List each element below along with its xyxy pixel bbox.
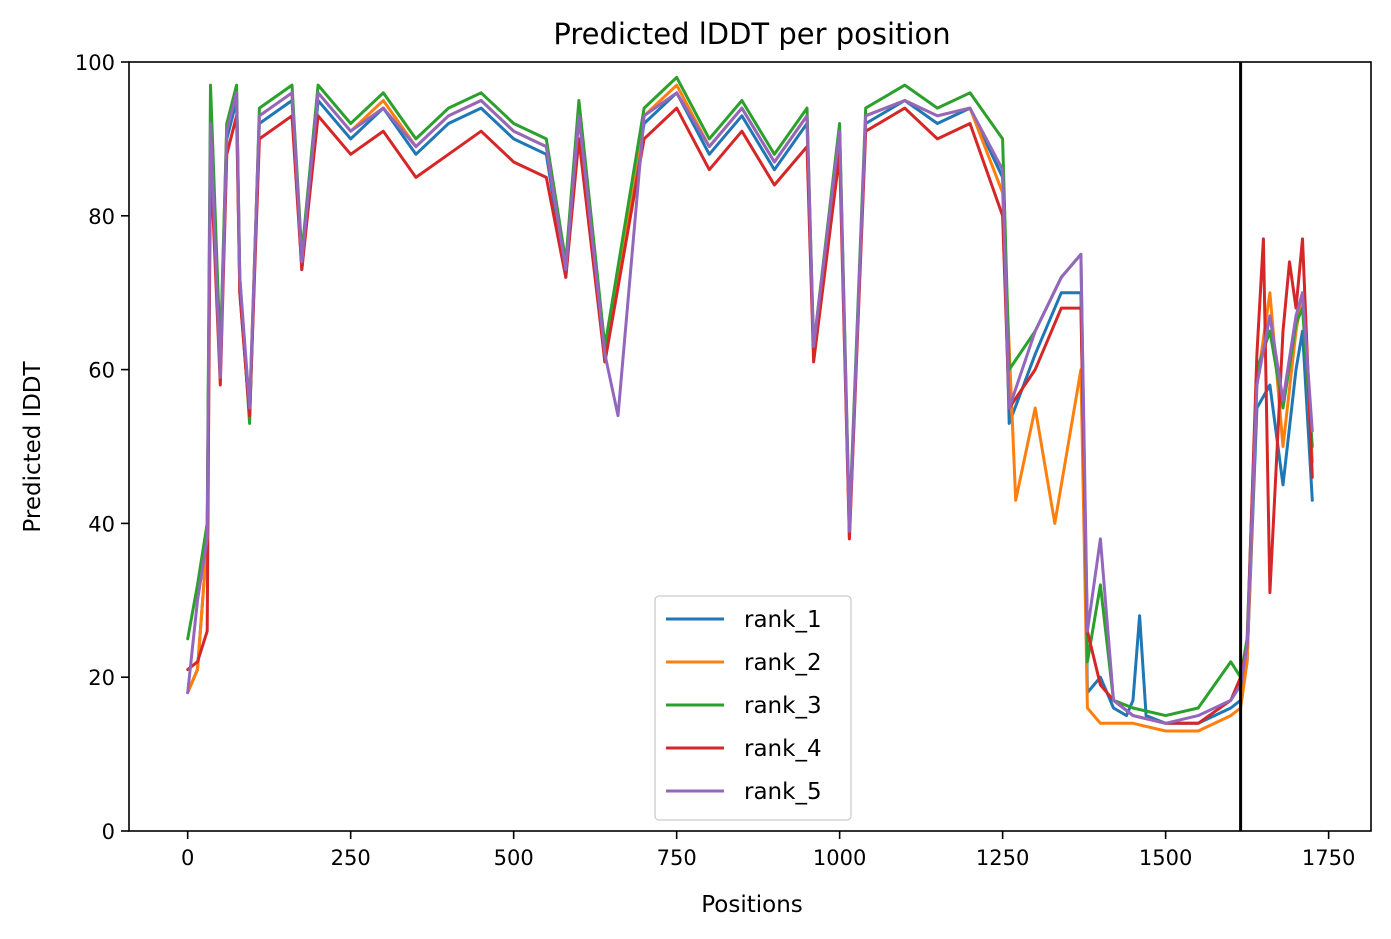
legend-entries: rank_1 rank_2 rank_3 rank_4 rank_5 <box>666 607 822 805</box>
y-axis-ticks: 0 20 40 60 80 100 <box>75 51 129 844</box>
y-tick-label: 20 <box>88 666 115 690</box>
y-tick-label: 0 <box>102 820 115 844</box>
y-tick-label: 100 <box>75 51 115 75</box>
x-tick-label: 250 <box>331 846 371 870</box>
legend-label-rank_3: rank_3 <box>744 693 822 719</box>
plot-frame <box>128 61 1372 832</box>
series-line-rank_5 <box>186 91 1314 725</box>
x-tick-label: 0 <box>181 846 194 870</box>
chart-title: Predicted lDDT per position <box>553 17 950 51</box>
y-tick-label: 40 <box>88 512 115 536</box>
x-tick-label: 500 <box>494 846 534 870</box>
x-tick-label: 1750 <box>1302 846 1355 870</box>
legend-label-rank_2: rank_2 <box>744 650 822 676</box>
y-tick-label: 80 <box>88 205 115 229</box>
legend-label-rank_4: rank_4 <box>744 736 822 762</box>
x-tick-label: 750 <box>657 846 697 870</box>
x-axis-label: Positions <box>701 892 803 918</box>
y-tick-label: 60 <box>88 359 115 383</box>
x-tick-label: 1250 <box>976 846 1029 870</box>
x-tick-label: 1000 <box>813 846 866 870</box>
legend-label-rank_1: rank_1 <box>744 607 822 633</box>
legend: rank_1 rank_2 rank_3 rank_4 rank_5 <box>654 595 852 821</box>
y-axis-label: Predicted lDDT <box>20 360 46 532</box>
x-axis-ticks: 0 250 500 750 1000 1250 1500 1750 <box>181 831 1355 870</box>
plot-lines <box>186 75 1314 733</box>
series-line-rank_3 <box>186 75 1314 718</box>
legend-box <box>654 595 852 821</box>
legend-label-rank_5: rank_5 <box>744 779 822 805</box>
x-tick-label: 1500 <box>1139 846 1192 870</box>
